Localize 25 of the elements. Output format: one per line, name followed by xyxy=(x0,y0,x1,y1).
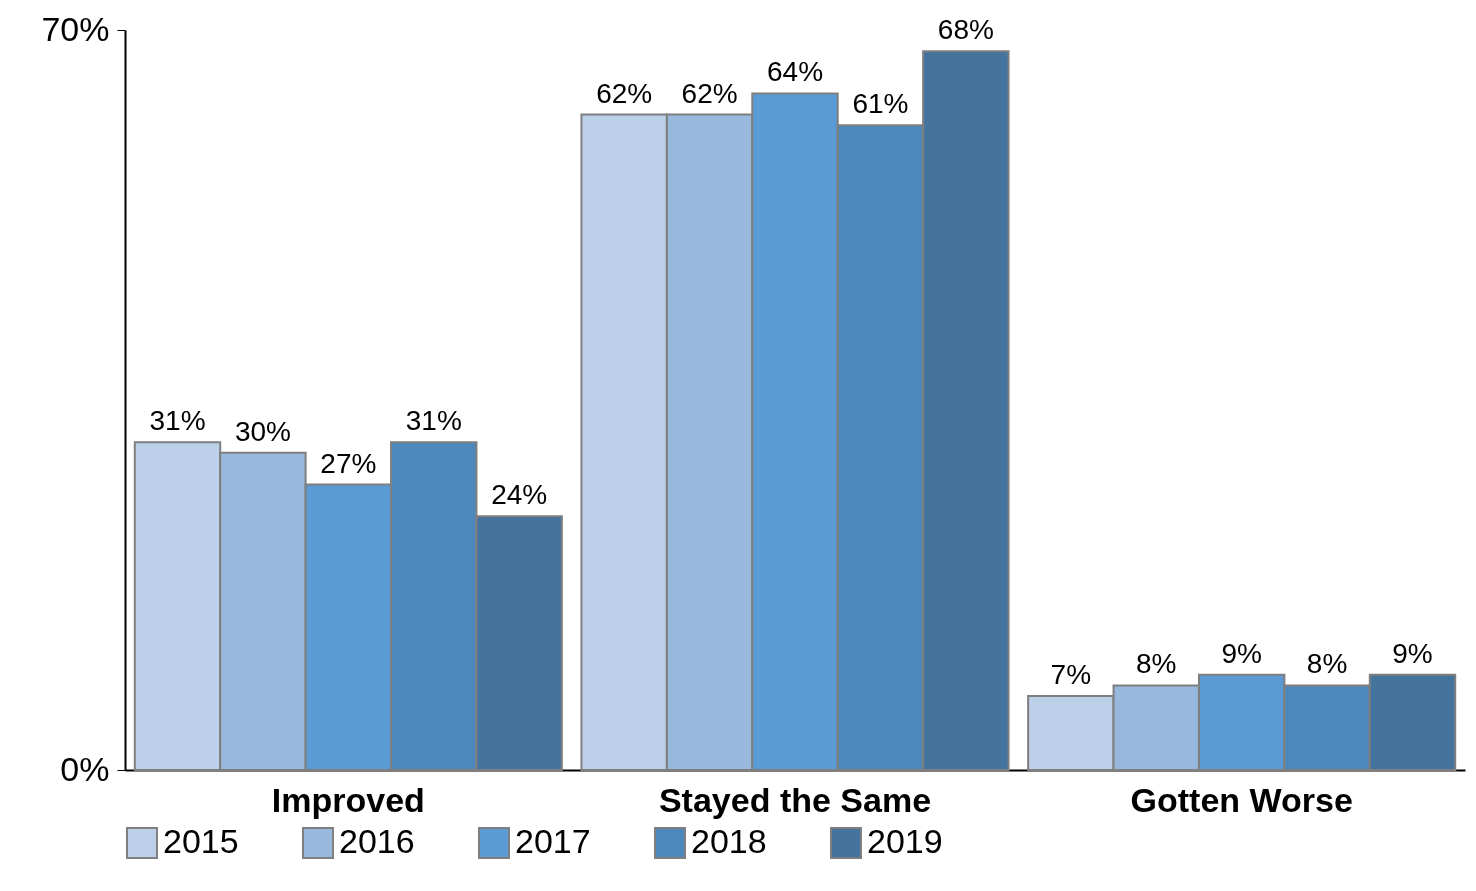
y-tick-label: 0% xyxy=(60,749,110,788)
data-label: 61% xyxy=(852,88,909,120)
legend-label: 2018 xyxy=(691,822,767,860)
data-label: 24% xyxy=(491,479,548,511)
legend-label: 2019 xyxy=(867,822,943,860)
data-label: 62% xyxy=(596,77,653,109)
data-label: 9% xyxy=(1392,637,1433,669)
legend-label: 2016 xyxy=(339,822,415,860)
y-tick-label: 70% xyxy=(41,9,110,48)
x-tick-label: Stayed the Same xyxy=(658,780,932,819)
data-label: 7% xyxy=(1050,659,1092,690)
legend-label: 2015 xyxy=(163,822,239,860)
data-label: 8% xyxy=(1306,648,1348,680)
data-label: 62% xyxy=(681,77,738,109)
data-label: 68% xyxy=(937,14,994,46)
x-tick-label: Gotten Worse xyxy=(1130,780,1353,819)
legend-label: 2017 xyxy=(515,822,591,860)
data-label: 27% xyxy=(320,447,377,479)
data-label: 30% xyxy=(234,415,291,447)
data-label: 64% xyxy=(766,56,824,88)
data-label: 31% xyxy=(149,405,206,437)
data-label: 8% xyxy=(1136,648,1177,680)
data-label: 9% xyxy=(1221,637,1262,669)
data-label: 31% xyxy=(405,405,462,437)
x-tick-label: Improved xyxy=(271,780,425,819)
